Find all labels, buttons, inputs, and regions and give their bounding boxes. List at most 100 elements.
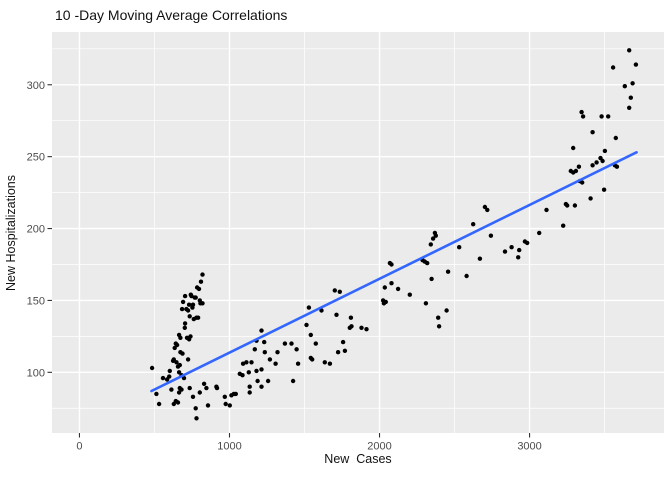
data-point xyxy=(580,114,586,119)
data-point xyxy=(477,256,483,261)
data-point xyxy=(561,223,566,228)
data-point xyxy=(322,360,327,365)
data-point xyxy=(295,361,301,366)
data-point xyxy=(233,391,238,397)
data-point xyxy=(246,370,251,375)
data-point xyxy=(179,306,185,312)
data-point xyxy=(319,308,324,313)
data-point xyxy=(167,374,172,379)
data-point xyxy=(423,301,429,306)
x-tick-label: 2000 xyxy=(367,441,391,453)
data-point xyxy=(334,312,339,317)
data-point xyxy=(273,361,278,366)
data-point xyxy=(485,207,490,213)
data-point xyxy=(348,315,354,320)
data-point xyxy=(182,293,188,299)
data-point xyxy=(337,289,342,294)
data-point xyxy=(627,48,632,53)
data-point xyxy=(436,315,441,320)
data-point xyxy=(628,95,633,100)
data-point xyxy=(188,334,193,339)
data-point xyxy=(193,406,198,411)
data-point xyxy=(179,387,184,392)
data-point xyxy=(275,350,280,355)
data-point xyxy=(201,381,207,386)
data-point xyxy=(174,342,180,348)
y-tick-label: 250 xyxy=(27,152,45,164)
data-point xyxy=(204,385,209,391)
data-point xyxy=(537,230,542,236)
y-tick-label: 200 xyxy=(27,224,45,236)
data-point xyxy=(471,222,476,227)
data-point xyxy=(174,360,179,365)
data-point xyxy=(198,279,204,284)
data-point xyxy=(445,269,451,274)
data-point xyxy=(630,81,635,86)
data-point xyxy=(189,293,194,299)
data-point xyxy=(259,328,264,333)
data-point xyxy=(185,357,191,362)
data-point xyxy=(167,368,172,374)
data-point xyxy=(433,233,438,238)
data-point xyxy=(364,327,369,332)
data-point xyxy=(488,233,494,238)
x-tick-label: 1000 xyxy=(217,441,241,453)
data-point xyxy=(349,324,354,329)
data-point xyxy=(196,286,202,292)
data-point xyxy=(187,385,192,391)
data-point xyxy=(304,322,309,328)
data-point xyxy=(176,370,182,375)
data-point xyxy=(290,378,296,384)
data-point xyxy=(306,305,312,310)
data-point xyxy=(186,302,192,307)
data-point xyxy=(247,384,252,389)
y-tick-label: 100 xyxy=(27,367,45,379)
data-point xyxy=(580,180,585,185)
data-point xyxy=(627,105,632,111)
data-point xyxy=(590,163,595,168)
data-point xyxy=(606,114,611,119)
data-point xyxy=(194,416,199,421)
data-point xyxy=(327,361,333,366)
data-point xyxy=(178,335,183,340)
data-point xyxy=(457,245,462,250)
data-point xyxy=(190,394,196,399)
x-tick-label: 0 xyxy=(76,441,82,453)
data-point xyxy=(193,295,198,300)
data-point xyxy=(382,285,387,290)
data-point xyxy=(254,368,259,374)
data-point xyxy=(282,341,288,346)
data-point xyxy=(509,245,514,250)
data-point xyxy=(389,262,394,267)
data-point xyxy=(613,135,618,141)
data-point xyxy=(182,321,188,326)
data-point xyxy=(169,387,174,392)
data-point xyxy=(252,347,257,352)
data-point xyxy=(482,204,488,210)
data-point xyxy=(262,350,267,355)
x-tick-label: 3000 xyxy=(517,441,541,453)
data-point xyxy=(614,164,620,169)
data-point xyxy=(576,164,582,169)
data-point xyxy=(289,341,294,346)
data-point xyxy=(176,390,182,395)
data-point xyxy=(200,301,205,306)
data-point xyxy=(588,196,593,201)
data-point xyxy=(389,281,394,286)
data-point xyxy=(160,375,166,381)
data-point xyxy=(222,394,227,399)
y-tick-label: 150 xyxy=(27,295,45,307)
data-point xyxy=(185,308,191,313)
data-point xyxy=(200,272,205,277)
data-point xyxy=(516,255,521,260)
data-point xyxy=(244,360,249,365)
data-point xyxy=(517,247,522,253)
data-point xyxy=(342,348,348,353)
data-point xyxy=(407,292,412,297)
data-point xyxy=(444,308,449,313)
plot-panel-background xyxy=(52,32,664,433)
data-point xyxy=(313,341,318,346)
data-point xyxy=(428,242,433,247)
data-point xyxy=(601,187,607,192)
